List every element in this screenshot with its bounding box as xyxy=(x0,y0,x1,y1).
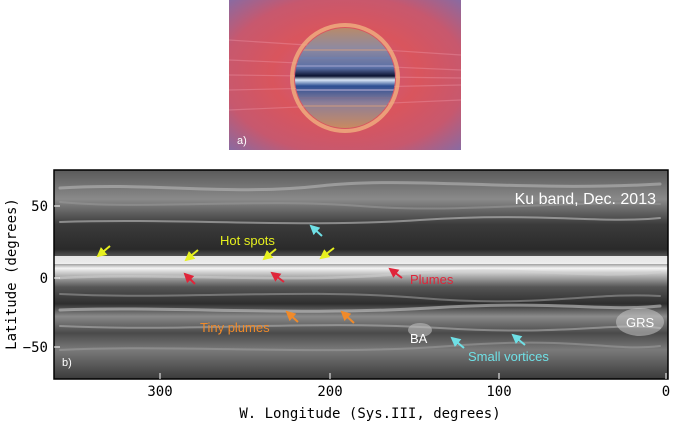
y-axis-label: Latitude (degrees) xyxy=(4,198,20,350)
tiny-plume-arrow xyxy=(285,310,299,323)
ba-label: BA xyxy=(410,331,428,346)
x-tick-label: 0 xyxy=(662,384,670,400)
hot-spot-arrow xyxy=(262,248,277,261)
vortex-arrow xyxy=(309,224,323,237)
tiny-plumes-label: Tiny plumes xyxy=(200,320,270,335)
y-axis: 50 0 −50 Latitude (degrees) xyxy=(4,198,60,356)
plume-arrow xyxy=(270,271,285,283)
plume-arrow xyxy=(388,267,403,279)
vortex-arrow xyxy=(450,336,465,349)
x-tick-label: 100 xyxy=(486,384,511,400)
x-tick-label: 200 xyxy=(317,384,342,400)
x-tick-label: 300 xyxy=(147,384,172,400)
hot-spots-label: Hot spots xyxy=(220,233,275,248)
panel-b-label: b) xyxy=(62,357,72,369)
hot-spot-arrow xyxy=(319,247,335,260)
map-image xyxy=(53,169,669,380)
small-vortices-annotation: Small vortices xyxy=(309,224,549,364)
panel-a-label: a) xyxy=(237,135,247,147)
panel-a-image: a) xyxy=(229,0,461,150)
grs-label: GRS xyxy=(626,315,655,330)
y-tick-label: 50 xyxy=(31,199,48,215)
y-tick-label: −50 xyxy=(23,340,48,356)
tiny-plume-arrow xyxy=(340,310,355,324)
vortex-arrow xyxy=(511,333,526,346)
map-title: Ku band, Dec. 2013 xyxy=(515,191,657,208)
hot-spot-arrow xyxy=(184,249,199,262)
hot-spot-arrow xyxy=(96,245,111,258)
plumes-label: Plumes xyxy=(410,272,454,287)
x-axis: 300 200 100 0 W. Longitude (Sys.III, deg… xyxy=(147,373,670,422)
hot-spots-annotation: Hot spots xyxy=(96,233,335,262)
tiny-plumes-annotation: Tiny plumes xyxy=(200,310,355,335)
panel-b-map: Ku band, Dec. 2013 50 0 −50 Latitude (de… xyxy=(4,169,670,422)
small-vortices-label: Small vortices xyxy=(468,349,549,364)
x-axis-label: W. Longitude (Sys.III, degrees) xyxy=(239,406,500,422)
y-tick-label: 0 xyxy=(40,271,48,287)
plume-arrow xyxy=(183,272,196,285)
plumes-annotation: Plumes xyxy=(183,267,454,287)
